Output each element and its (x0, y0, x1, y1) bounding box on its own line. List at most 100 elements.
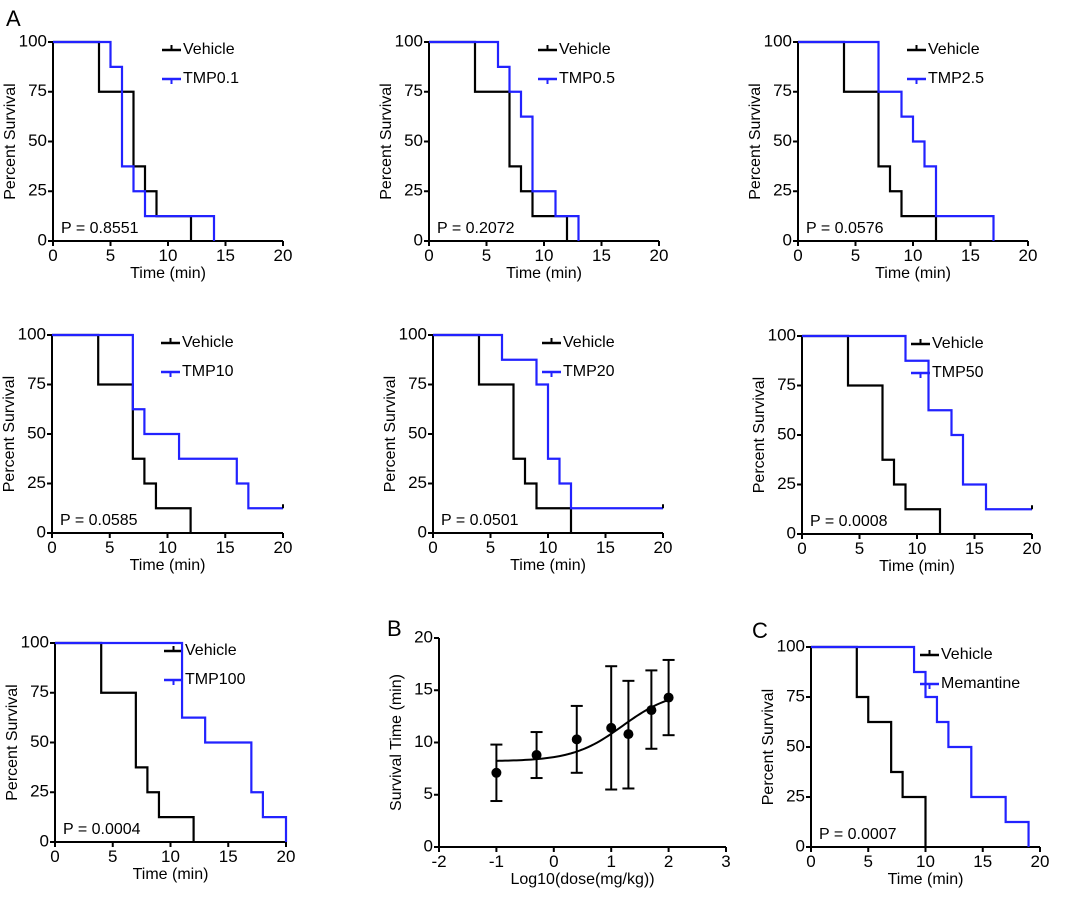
data-point (646, 705, 657, 716)
legend-label: TMP0.1 (183, 70, 239, 87)
x-tick-label: -1 (489, 852, 504, 871)
x-tick-label: 15 (961, 246, 980, 265)
survival-curve-vehicle (429, 40, 569, 241)
x-tick-label: 5 (855, 539, 864, 558)
survival-curve-treatment (811, 645, 1030, 847)
x-tick-label: 20 (1023, 539, 1042, 558)
y-tick-label: 25 (27, 473, 46, 492)
x-tick-label: 10 (158, 538, 177, 557)
data-point (606, 722, 617, 733)
y-tick-label: 75 (773, 81, 792, 100)
survival-curve-treatment (433, 333, 663, 510)
y-tick-label: 50 (786, 736, 805, 755)
y-tick-label: 0 (414, 230, 423, 249)
y-tick-label: 0 (796, 836, 805, 855)
x-tick-label: 1 (606, 852, 615, 871)
panel-3: 0 25 50 75 100 0 5 10 15 20 Time (min) Percent Surv… (747, 31, 1037, 282)
survival-curve-vehicle (811, 645, 927, 847)
x-tick-label: 0 (50, 847, 59, 866)
panel-9: C 0 25 50 75 100 0 5 10 15 20 Time (min) Percent Sur… (752, 618, 1049, 888)
panel-6: 0 25 50 75 100 0 5 10 15 20 Time (min) Percent Surv… (751, 325, 1041, 575)
data-point (571, 734, 582, 745)
x-axis-label: Time (min) (506, 265, 582, 282)
data-point (663, 692, 674, 703)
x-tick-label: 0 (549, 852, 558, 871)
survival-curve-vehicle (802, 334, 942, 534)
y-tick-label: 75 (28, 81, 47, 100)
y-tick-label: 0 (418, 522, 427, 541)
y-tick-label: 50 (408, 423, 427, 442)
y-tick-label: 50 (27, 423, 46, 442)
panel-1: A 0 25 50 75 100 0 5 10 15 20 Time (min) Percent Sur… (2, 6, 292, 282)
survival-curve-treatment (55, 641, 288, 842)
x-tick-label: 10 (916, 852, 935, 871)
x-tick-label: 0 (47, 538, 56, 557)
y-axis-label: Percent Survival (382, 376, 399, 493)
legend-label: Memantine (941, 675, 1020, 692)
y-tick-label: 100 (21, 632, 49, 651)
x-axis-label: Log10(dose(mg/kg)) (510, 871, 654, 888)
x-tick-label: 0 (793, 246, 802, 265)
legend-label: TMP2.5 (928, 70, 984, 87)
x-tick-label: 10 (539, 538, 558, 557)
x-tick-label: 20 (654, 538, 673, 557)
data-point (491, 767, 502, 778)
x-tick-label: 15 (592, 246, 611, 265)
y-tick-label: 0 (787, 523, 796, 542)
panel-2: 0 25 50 75 100 0 5 10 15 20 Time (min) Percent Surv… (378, 31, 668, 282)
x-tick-label: -2 (431, 852, 446, 871)
p-value-annotation: P = 0.2072 (437, 220, 515, 237)
p-value-annotation: P = 0.0007 (819, 826, 897, 843)
x-tick-label: 15 (219, 847, 238, 866)
y-tick-label: 10 (414, 732, 433, 751)
survival-curve-treatment (798, 40, 995, 241)
x-tick-label: 0 (48, 246, 57, 265)
data-point (531, 750, 542, 761)
y-tick-label: 75 (777, 375, 796, 394)
legend-label: Vehicle (185, 642, 237, 659)
y-tick-label: 0 (38, 230, 47, 249)
y-tick-label: 25 (30, 782, 49, 801)
x-tick-label: 20 (650, 246, 669, 265)
legend-label: Vehicle (182, 334, 234, 351)
survival-curve-vehicle (433, 333, 573, 533)
y-tick-label: 100 (768, 325, 796, 344)
y-tick-label: 50 (773, 131, 792, 150)
x-tick-label: 5 (864, 852, 873, 871)
y-tick-label: 50 (28, 131, 47, 150)
legend-label: TMP100 (185, 671, 246, 688)
x-tick-label: 0 (424, 246, 433, 265)
x-tick-label: 15 (596, 538, 615, 557)
y-tick-label: 50 (30, 732, 49, 751)
x-tick-label: 5 (105, 538, 114, 557)
legend-label: Vehicle (559, 41, 611, 58)
p-value-annotation: P = 0.0004 (63, 821, 141, 838)
panel-5: 0 25 50 75 100 0 5 10 15 20 Time (min) Percent Surv… (382, 324, 672, 574)
x-tick-label: 0 (797, 539, 806, 558)
y-tick-label: 25 (777, 474, 796, 493)
y-axis-label: Percent Survival (2, 83, 19, 200)
legend-label: TMP20 (563, 363, 615, 380)
x-tick-label: 15 (973, 852, 992, 871)
panel-letter: A (6, 6, 21, 31)
x-tick-label: 15 (216, 538, 235, 557)
p-value-annotation: P = 0.0585 (60, 512, 138, 529)
x-tick-label: 5 (482, 246, 491, 265)
panel-7: 0 25 50 75 100 0 5 10 15 20 Time (min) Percent Surv… (4, 632, 295, 883)
p-value-annotation: P = 0.0576 (806, 220, 884, 237)
survival-curve-treatment (52, 333, 283, 510)
legend-label: TMP50 (932, 364, 984, 381)
x-tick-label: 5 (108, 847, 117, 866)
y-tick-label: 0 (424, 836, 433, 855)
y-tick-label: 75 (408, 374, 427, 393)
x-tick-label: 10 (904, 246, 923, 265)
y-tick-label: 100 (395, 31, 423, 50)
survival-curve-treatment (53, 40, 216, 241)
data-point (623, 729, 634, 740)
y-axis-label: Percent Survival (747, 83, 764, 200)
x-tick-label: 5 (851, 246, 860, 265)
fit-curve (496, 699, 669, 762)
y-tick-label: 25 (404, 181, 423, 200)
y-tick-label: 75 (30, 682, 49, 701)
